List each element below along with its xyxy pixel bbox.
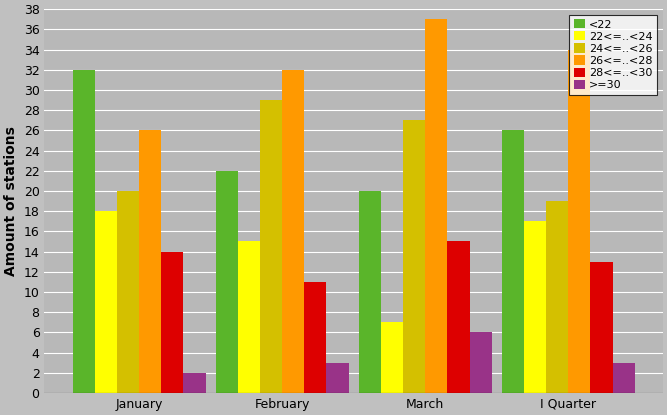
Bar	[612, 363, 635, 393]
Y-axis label: Amount of stations: Amount of stations	[4, 126, 18, 276]
Bar	[524, 221, 546, 393]
Bar	[161, 251, 183, 393]
Legend: <22, 22<=..<24, 24<=..<26, 26<=..<28, 28<=..<30, >=30: <22, 22<=..<24, 24<=..<26, 26<=..<28, 28…	[569, 15, 657, 95]
Bar	[546, 201, 568, 393]
Bar	[425, 19, 448, 393]
Bar	[359, 191, 381, 393]
Bar	[117, 191, 139, 393]
Bar	[470, 332, 492, 393]
Bar	[282, 70, 304, 393]
Bar	[215, 171, 237, 393]
Bar	[326, 363, 349, 393]
Bar	[73, 70, 95, 393]
Bar	[95, 211, 117, 393]
Bar	[568, 49, 590, 393]
Bar	[139, 130, 161, 393]
Bar	[260, 100, 282, 393]
Bar	[183, 373, 205, 393]
Bar	[448, 242, 470, 393]
Bar	[381, 322, 403, 393]
Bar	[304, 282, 326, 393]
Bar	[237, 242, 260, 393]
Bar	[502, 130, 524, 393]
Bar	[590, 262, 612, 393]
Bar	[403, 120, 425, 393]
